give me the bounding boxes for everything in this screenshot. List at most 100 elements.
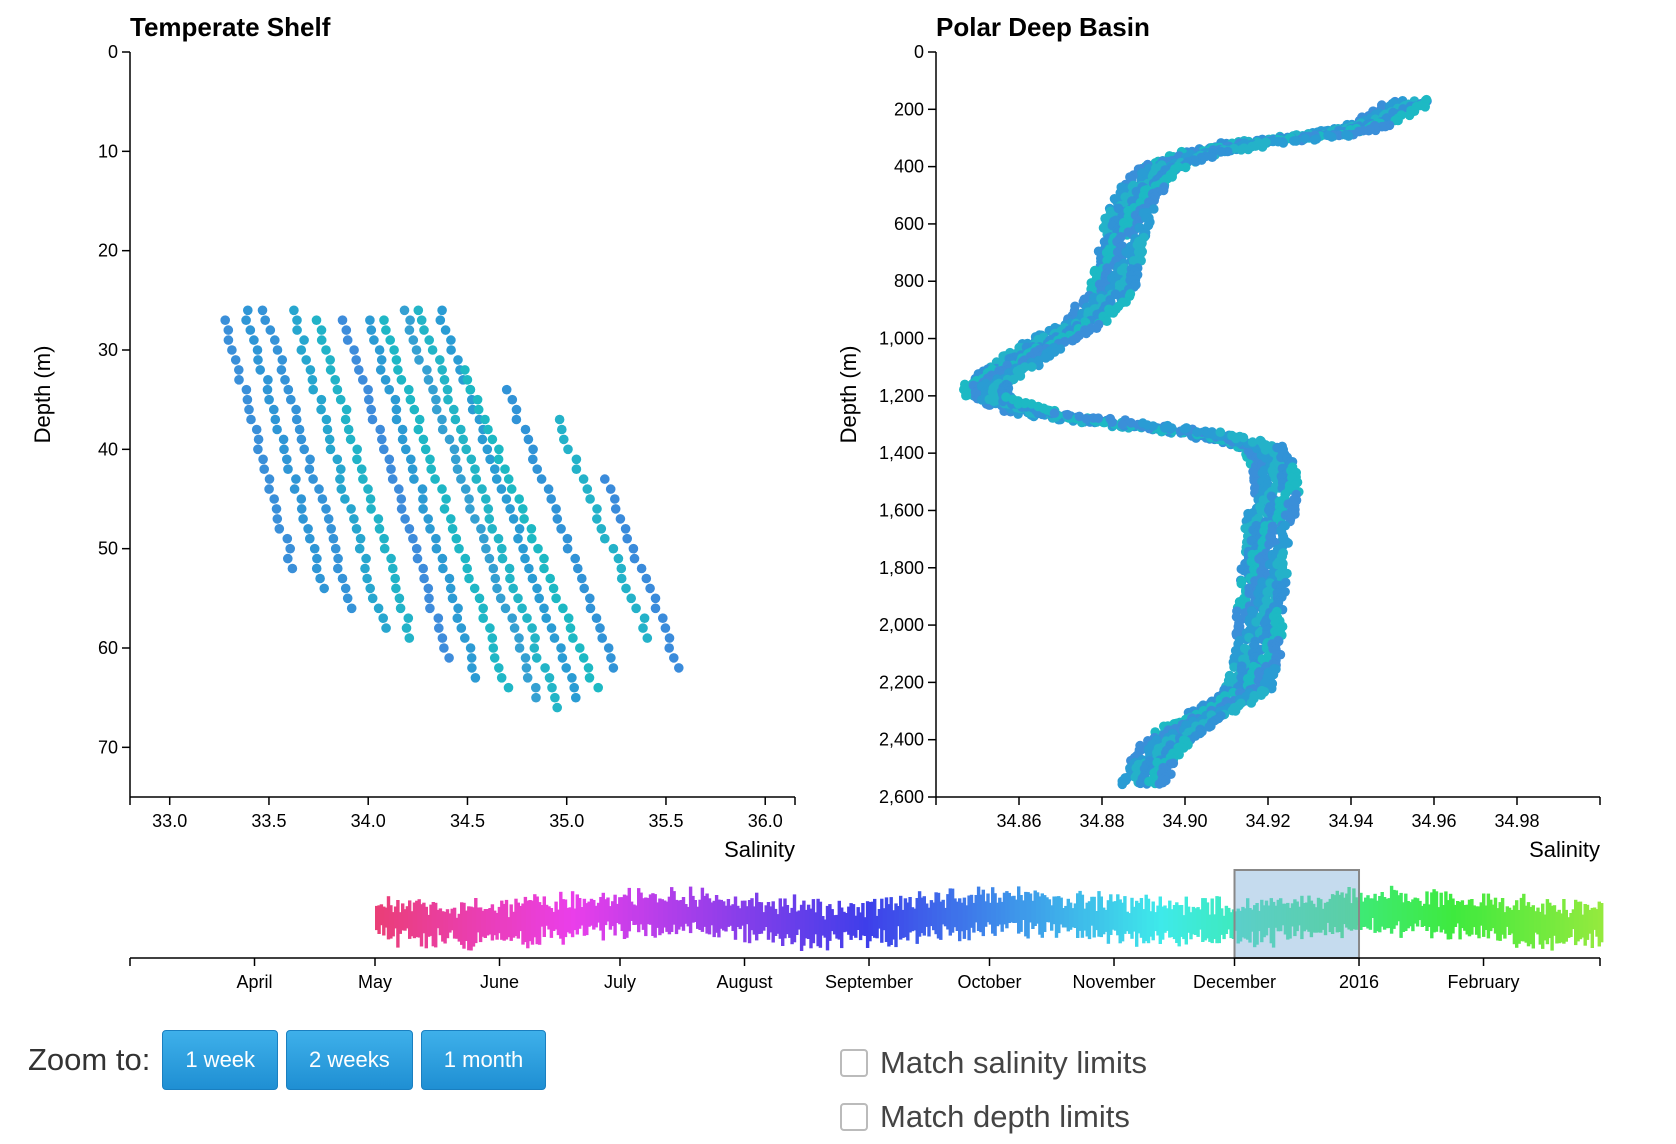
timeline-mark (1253, 905, 1257, 948)
data-point (378, 613, 389, 623)
match-salinity-option[interactable]: Match salinity limits (840, 1036, 1147, 1090)
data-point (490, 464, 500, 475)
match-depth-checkbox[interactable] (840, 1103, 868, 1131)
data-point (593, 682, 603, 693)
data-point (1300, 133, 1310, 144)
data-point (669, 653, 679, 663)
data-point (305, 365, 316, 375)
data-point (534, 593, 544, 604)
data-point (424, 593, 434, 604)
timeline-mark (547, 906, 551, 930)
timeline-mark (608, 906, 613, 930)
data-point (447, 524, 458, 534)
data-point (557, 653, 568, 663)
timeline-mark (441, 911, 445, 942)
data-point (321, 345, 331, 355)
data-point (316, 335, 327, 345)
timeline-mark (1368, 898, 1373, 930)
data-point (1093, 413, 1104, 424)
timeline-mark (544, 904, 549, 926)
timeline-mark (969, 894, 974, 928)
match-depth-option[interactable]: Match depth limits (840, 1090, 1147, 1144)
data-point (419, 325, 429, 335)
timeline-mark (915, 898, 919, 944)
data-point (272, 424, 282, 435)
timeline-mark (1047, 899, 1052, 923)
timeline-mark (1406, 901, 1410, 929)
zoom-1-week-button[interactable]: 1 week (162, 1030, 279, 1090)
y-tick-label: 1,000 (879, 329, 924, 349)
data-point (514, 643, 525, 653)
timeline-mark (634, 905, 638, 925)
timeline-mark (681, 897, 686, 931)
timeline-mark (1012, 895, 1016, 923)
timeline-mark (627, 887, 631, 932)
timeline-mark (1014, 899, 1018, 923)
timeline-mark (1295, 901, 1299, 932)
timeline-mark (932, 902, 936, 931)
timeline-mark (382, 906, 386, 936)
x-tick-label: 34.86 (996, 811, 1041, 831)
data-point (530, 633, 540, 643)
data-point (286, 394, 296, 405)
timeline-mark (1312, 903, 1316, 933)
data-point (522, 613, 532, 623)
timeline-mark (1486, 893, 1491, 939)
timeline-mark (792, 894, 797, 943)
data-point (417, 484, 428, 494)
zoom-1-month-button[interactable]: 1 month (420, 1030, 547, 1090)
timeline-mark (1338, 894, 1342, 932)
match-salinity-checkbox[interactable] (840, 1049, 868, 1077)
x-tick-label: 34.0 (351, 811, 386, 831)
timeline-mark (1321, 908, 1325, 930)
timeline-mark (861, 903, 865, 936)
timeline-mark (426, 914, 431, 937)
timeline-mark (1066, 898, 1070, 932)
y-tick-label: 0 (108, 42, 118, 62)
data-point (294, 424, 305, 435)
timeline-mark (1283, 903, 1288, 935)
timeline-mark (1522, 893, 1526, 942)
data-point (431, 404, 442, 415)
data-point (592, 514, 602, 524)
data-point (539, 563, 549, 574)
timeline-mark (1182, 915, 1186, 940)
data-point (460, 633, 470, 643)
timeline-mark (1482, 893, 1486, 937)
timeline-mark (1005, 891, 1009, 929)
data-point (531, 692, 541, 703)
timeline-mark (752, 906, 756, 935)
timeline-mark (1434, 891, 1439, 932)
match-options: Match salinity limits Match depth limits (840, 1036, 1147, 1144)
timeline-mark (594, 905, 598, 928)
data-point (606, 653, 616, 663)
time-selection-brush[interactable] (1233, 869, 1361, 959)
data-point (411, 345, 422, 355)
timeline-mark (712, 900, 716, 938)
timeline-mark (405, 906, 410, 929)
data-point (361, 553, 371, 564)
time-brush-chart[interactable]: April May June July August September October No… (129, 869, 1604, 992)
timeline-mark (920, 897, 924, 934)
data-point (568, 633, 578, 643)
data-point (360, 563, 370, 574)
timeline-mark (710, 902, 714, 926)
timeline-mark (401, 903, 405, 931)
timeline-mark (485, 909, 490, 936)
data-point (469, 583, 480, 594)
timeline-mark (1085, 902, 1089, 937)
zoom-2-weeks-button[interactable]: 2 weeks (286, 1030, 413, 1090)
data-point (354, 365, 364, 375)
timeline-mark (910, 907, 915, 932)
timeline-mark (1246, 898, 1250, 940)
timeline-mark (1229, 912, 1233, 939)
timeline-mark (806, 904, 811, 939)
timeline-mark (1144, 894, 1148, 942)
timeline-mark (1545, 899, 1550, 945)
timeline-mark (894, 903, 898, 948)
data-point (282, 454, 292, 465)
data-point (425, 603, 435, 614)
timeline-mark (504, 899, 509, 940)
timeline-mark (575, 894, 579, 935)
data-point (400, 514, 410, 524)
